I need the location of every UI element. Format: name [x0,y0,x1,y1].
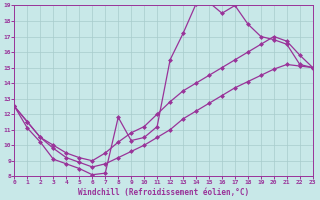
X-axis label: Windchill (Refroidissement éolien,°C): Windchill (Refroidissement éolien,°C) [78,188,249,197]
